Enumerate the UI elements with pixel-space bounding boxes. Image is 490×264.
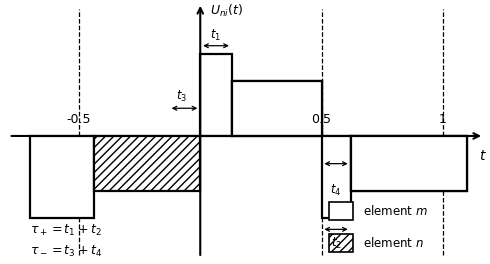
Text: $\tau_- = t_3 + t_4$: $\tau_- = t_3 + t_4$	[30, 244, 102, 259]
Bar	[321, 136, 351, 218]
Bar	[94, 136, 200, 191]
Text: 1: 1	[439, 114, 447, 126]
Bar	[200, 54, 232, 136]
Text: $t_2$: $t_2$	[331, 236, 342, 251]
Text: $t_1$: $t_1$	[211, 27, 221, 43]
Text: $\tau_+ = t_1 + t_2$: $\tau_+ = t_1 + t_2$	[30, 223, 102, 238]
Bar	[329, 234, 353, 252]
Bar	[30, 136, 94, 218]
Bar	[232, 81, 321, 136]
Text: $U_{ni}(t)$: $U_{ni}(t)$	[210, 3, 243, 19]
Text: $t$: $t$	[479, 149, 487, 163]
Bar	[329, 202, 353, 220]
Text: -0.5: -0.5	[67, 114, 91, 126]
Bar	[351, 136, 467, 191]
Text: 0.5: 0.5	[312, 114, 332, 126]
Text: element $n$: element $n$	[363, 236, 423, 250]
Bar	[232, 81, 321, 136]
Bar	[351, 136, 467, 191]
Text: $t_3$: $t_3$	[176, 88, 188, 103]
Text: element $m$: element $m$	[363, 204, 428, 218]
Text: $t_4$: $t_4$	[330, 183, 342, 198]
